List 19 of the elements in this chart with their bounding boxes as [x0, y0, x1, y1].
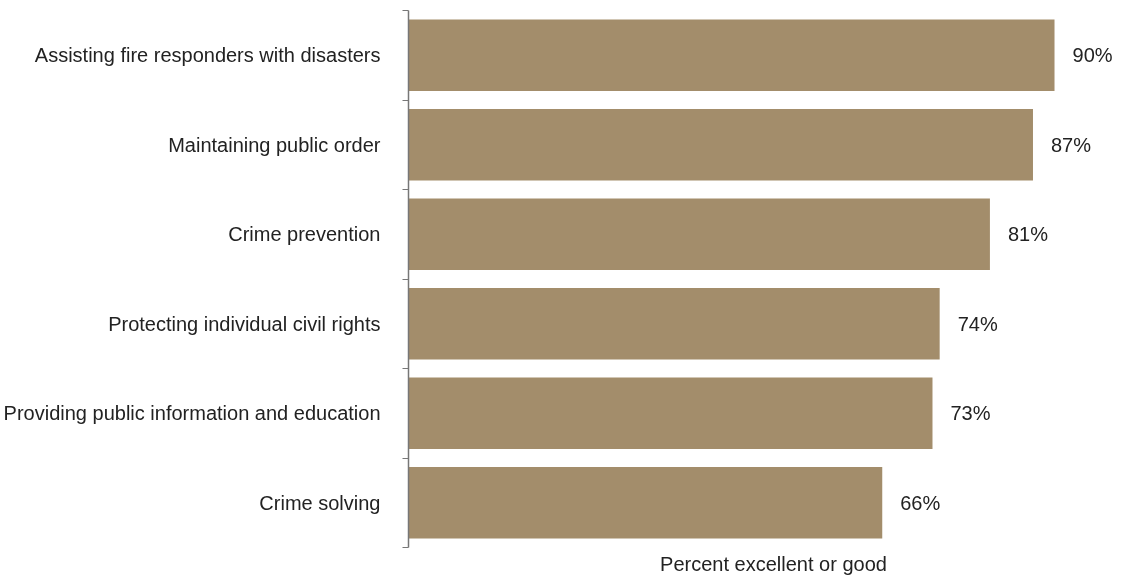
bar — [408, 466, 883, 539]
data-label: 87% — [1050, 133, 1092, 156]
bar — [408, 19, 1055, 92]
y-tick-label: Providing public information and education — [3, 402, 381, 425]
y-tick-label: Crime prevention — [228, 223, 381, 246]
data-label: 90% — [1072, 44, 1113, 67]
y-tick-label: Protecting individual civil rights — [108, 312, 381, 335]
x-axis-title: Percent excellent or good — [660, 552, 887, 575]
data-label: 74% — [957, 312, 998, 335]
bar — [408, 287, 940, 360]
y-tick-label: Assisting fire responders with disasters — [34, 44, 381, 67]
bar — [408, 198, 990, 271]
bar — [408, 377, 933, 450]
y-tick-label: Crime solving — [259, 491, 381, 514]
bar — [408, 108, 1033, 181]
data-label: 73% — [950, 402, 991, 425]
y-tick-label: Maintaining public order — [168, 133, 381, 156]
data-label: 81% — [1007, 223, 1049, 246]
data-label: 66% — [900, 491, 941, 514]
